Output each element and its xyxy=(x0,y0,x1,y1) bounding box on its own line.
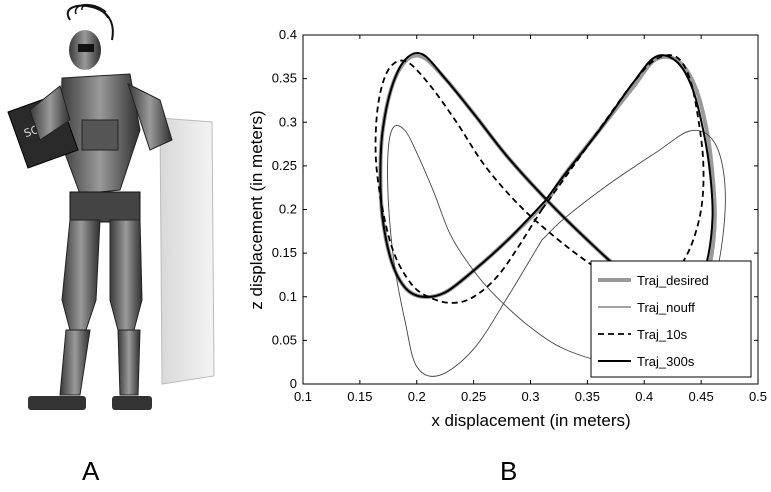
y-tick-label: 0.25 xyxy=(272,158,297,173)
y-tick-label: 0 xyxy=(290,376,297,391)
x-tick-label: 0.35 xyxy=(575,389,600,404)
panel-label-a: A xyxy=(82,456,100,486)
y-tick-label: 0.1 xyxy=(279,289,297,304)
legend-label: Traj_nouff xyxy=(637,300,695,315)
series-line-traj_300s xyxy=(379,51,714,299)
x-tick-label: 0.25 xyxy=(461,389,486,404)
legend-label: Traj_10s xyxy=(637,327,688,342)
x-axis-title: x displacement (in meters) xyxy=(431,411,630,430)
robot-backpack xyxy=(159,117,215,385)
robot-photo: SCIENCE xyxy=(7,3,215,410)
y-tick-label: 0.3 xyxy=(279,114,297,129)
series-line-traj_10s xyxy=(374,54,705,304)
robot-head xyxy=(66,3,114,41)
y-tick-label: 0.05 xyxy=(272,332,297,347)
legend: Traj_desired Traj_nouff Traj_10s Traj_300s xyxy=(590,260,752,378)
series-line-traj_nouff xyxy=(387,124,726,377)
y-tick-label: 0.15 xyxy=(272,245,297,260)
x-tick-label: 0.1 xyxy=(294,389,312,404)
y-tick-label: 0.2 xyxy=(279,202,297,217)
panel-label-b: B xyxy=(500,456,518,486)
x-tick-label: 0.2 xyxy=(408,389,426,404)
x-tick-label: 0.3 xyxy=(521,389,539,404)
legend-label: Traj_desired xyxy=(637,273,709,288)
x-tick-label: 0.4 xyxy=(635,389,653,404)
y-tick-label: 0.35 xyxy=(272,71,297,86)
legend-label: Traj_300s xyxy=(637,354,695,369)
x-tick-label: 0.45 xyxy=(688,389,713,404)
y-tick-label: 0.4 xyxy=(279,27,297,42)
x-tick-label: 0.5 xyxy=(749,389,767,404)
x-tick-label: 0.15 xyxy=(347,389,372,404)
y-axis-title: z displacement (in meters) xyxy=(247,110,266,309)
